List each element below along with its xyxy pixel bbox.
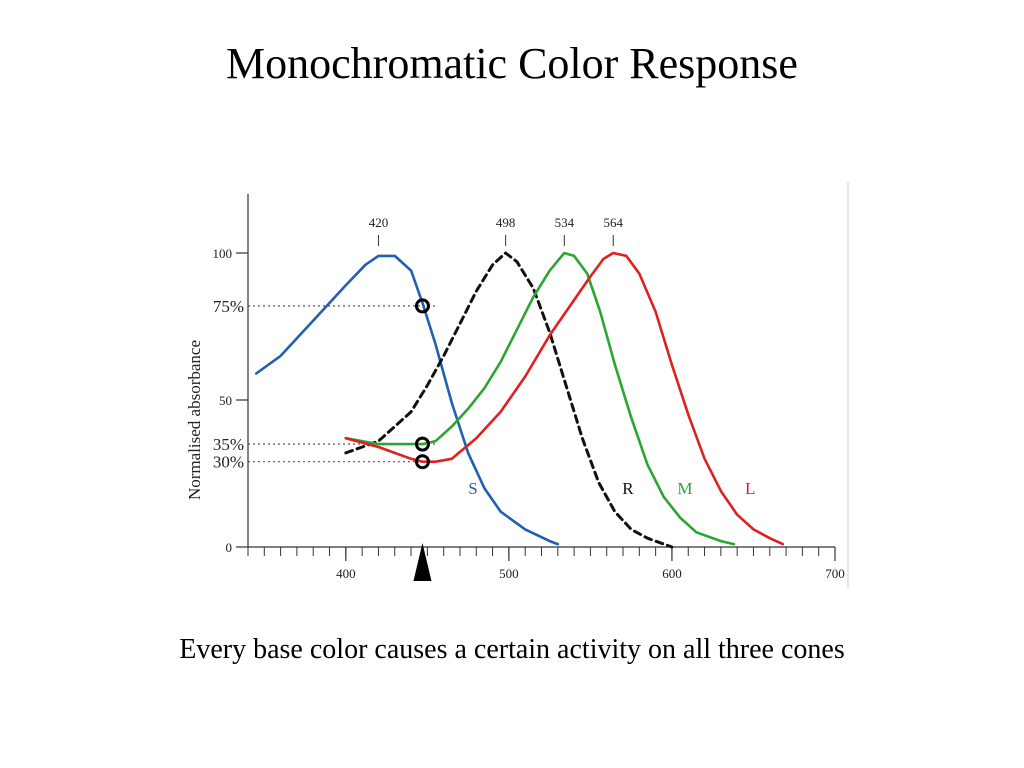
curve-m (344, 251, 736, 546)
series-label-l: L (745, 479, 755, 498)
marker-circle-m (414, 436, 430, 452)
curve-s (254, 254, 560, 546)
marker-circle-s (414, 298, 430, 314)
slide-caption: Every base color causes a certain activi… (179, 634, 845, 665)
reference-label: 35% (213, 435, 244, 454)
y-tick-label: 50 (219, 393, 232, 408)
x-tick-label: 700 (825, 566, 845, 581)
y-tick-label: 0 (226, 540, 233, 555)
wavelength-pointer-icon (413, 543, 432, 581)
x-tick-label: 400 (336, 566, 356, 581)
absorbance-chart: 400 500 600 700 0 50 100 Normalised absorbance 4… (170, 180, 850, 590)
reference-label: 30% (213, 453, 244, 472)
x-tick-label: 500 (499, 566, 519, 581)
reference-label: 75% (213, 297, 244, 316)
peak-label: 498 (496, 215, 516, 230)
peak-label: 534 (555, 215, 575, 230)
series-label-r: R (622, 479, 634, 498)
curve-r (344, 251, 674, 549)
peak-label: 420 (369, 215, 389, 230)
y-tick-label: 100 (213, 246, 233, 261)
peak-label: 564 (603, 215, 623, 230)
x-tick-label: 600 (662, 566, 682, 581)
marker-circle-l (414, 454, 430, 470)
series-label-m: M (677, 479, 692, 498)
y-axis-title: Normalised absorbance (185, 340, 204, 500)
curve-l (344, 251, 785, 546)
series-label-s: S (468, 479, 477, 498)
chart-svg: 400 500 600 700 0 50 100 Normalised absorbance 4… (185, 182, 849, 588)
slide-title: Monochromatic Color Response (226, 39, 798, 88)
